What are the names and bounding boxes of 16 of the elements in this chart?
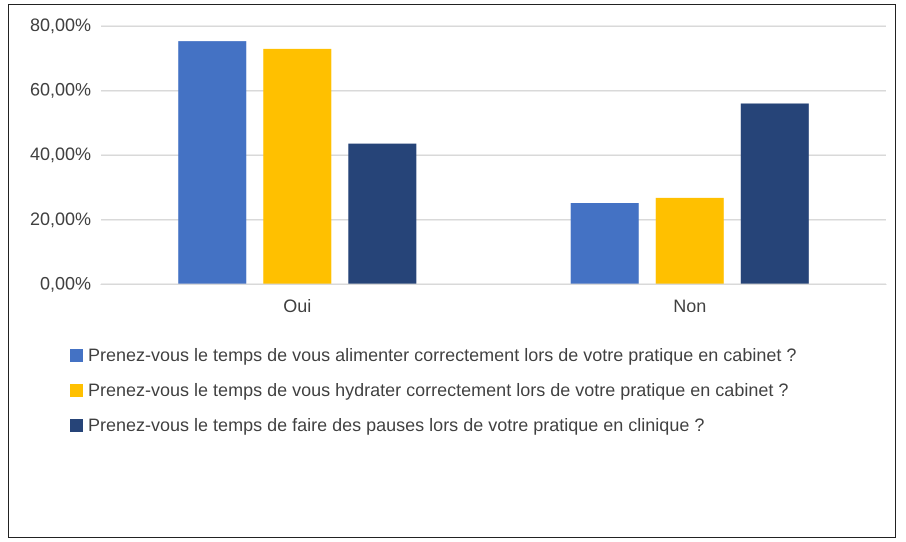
bar [348, 144, 416, 284]
y-tick-label: 20,00% [30, 208, 92, 229]
x-tick-label: Oui [283, 296, 312, 316]
legend-label: Prenez-vous le temps de faire des pauses lors de votre pratique en clinique ? [87, 414, 706, 437]
bar [656, 198, 724, 284]
bar [570, 203, 639, 284]
y-tick-label: 60,00% [30, 80, 92, 100]
y-tick-label: 80,00% [30, 14, 92, 35]
y-tick-label: 0,00% [40, 273, 92, 294]
bar [178, 41, 246, 284]
y-tick-label: 40,00% [30, 144, 92, 164]
legend-label: Prenez-vous le temps de vous hydrater correctement lors de votre pratique en cabinet ? [87, 379, 790, 402]
x-tick-label: Non [673, 296, 706, 316]
bar [740, 104, 809, 284]
bar [263, 48, 332, 284]
legend-label: Prenez-vous le temps de vous alimenter correctement lors de votre pratique en cabinet ? [87, 344, 798, 367]
